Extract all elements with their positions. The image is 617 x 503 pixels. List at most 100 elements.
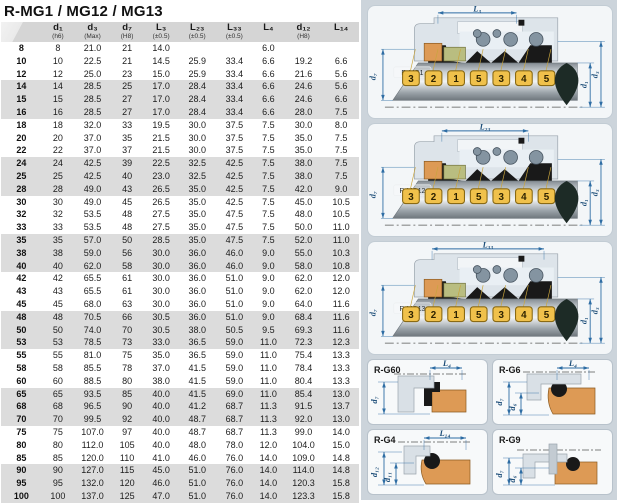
- value-cell: 41.0: [152, 452, 170, 463]
- value-cell: 17.0: [152, 106, 170, 117]
- arrow-head: [381, 167, 385, 173]
- dim-label-d7: d₇: [369, 309, 378, 316]
- value-cell: 33: [52, 222, 63, 233]
- dim-label-d1: d₁: [580, 199, 589, 206]
- column-header: L₂₃ (±0.5): [178, 22, 216, 42]
- value-cell: 25.9: [188, 55, 206, 66]
- row-size-cell: 95: [16, 478, 27, 489]
- value-cell: 58: [52, 362, 63, 373]
- row-size-cell: 68: [16, 401, 27, 412]
- value-cell: 42.0: [294, 183, 313, 194]
- row-size-cell: 80: [16, 439, 27, 450]
- seal-cross-section-r-mg1: R-MG13215345L₃d₇d₁d₃: [369, 6, 605, 108]
- row-size-cell: 12: [16, 68, 27, 79]
- value-cell: 109.0: [292, 452, 315, 463]
- arrow-head: [522, 129, 529, 133]
- value-cell: 38: [52, 247, 63, 258]
- value-cell: 7.5: [334, 132, 348, 143]
- row-size-cell: 18: [16, 119, 27, 130]
- spring-coil: [492, 265, 502, 274]
- badge-box: [424, 306, 443, 323]
- table-row: 45 45 68.0 63 30.0 36.0 51.0 9.0 64.0 11.6: [1, 298, 359, 311]
- badge-leader-line: [410, 285, 416, 307]
- value-cell: 35: [52, 234, 63, 245]
- value-cell: 7.5: [262, 145, 275, 156]
- row-size-cell: 20: [16, 132, 27, 143]
- row-size-cell: 38: [16, 247, 27, 258]
- value-cell: 40.0: [152, 439, 170, 450]
- table-row: 32 32 53.5 48 27.5 35.0 47.5 7.5 48.0 10.5: [1, 208, 359, 221]
- value-cell: 78.4: [294, 362, 313, 373]
- table-row: 20 20 37.0 35 21.5 30.0 37.5 7.5 35.0 7.5: [1, 132, 359, 145]
- dim-d7: [381, 285, 385, 337]
- value-cell: 33.4: [225, 94, 244, 105]
- value-cell: 51.0: [225, 273, 244, 284]
- part-number-badge: 5: [537, 188, 556, 205]
- value-cell: 90: [122, 401, 133, 412]
- value-cell: 65.5: [83, 286, 102, 297]
- primary-face: [443, 282, 466, 298]
- column-header: d₃ (Max): [74, 22, 111, 42]
- value-cell: 50: [122, 234, 133, 245]
- arrow-head: [588, 219, 592, 226]
- table-row: 14 14 28.5 25 17.0 28.4 33.4 6.6 24.6 5.6: [1, 80, 359, 94]
- badge-leader-line: [500, 285, 507, 307]
- value-cell: 42.5: [225, 170, 244, 181]
- badge-leader-line: [477, 285, 484, 307]
- part-number-badge: 2: [424, 70, 443, 87]
- value-cell: 35.0: [188, 222, 206, 233]
- value-cell: 40.0: [152, 388, 170, 399]
- value-cell: 35.0: [188, 196, 206, 207]
- value-cell: 70.5: [83, 311, 102, 322]
- value-cell: 58.0: [294, 260, 313, 271]
- part-number-badge: 5: [469, 188, 488, 205]
- badge-number: 1: [453, 310, 459, 321]
- value-cell: 30.0: [188, 119, 206, 130]
- value-cell: 48: [52, 311, 63, 322]
- dim-label-top: L₄: [442, 360, 451, 368]
- diagram-panel: R-MG13215345L₃d₇d₁d₃ R-MG123215345L₂₃d₇d…: [361, 0, 617, 500]
- value-cell: 7.5: [334, 145, 348, 156]
- value-cell: 15.8: [332, 490, 350, 501]
- arrow-head: [381, 94, 385, 101]
- value-cell: 36.0: [188, 286, 206, 297]
- arrow-head: [394, 463, 398, 469]
- value-cell: 21: [122, 55, 133, 66]
- badge-leader-line: [477, 167, 484, 189]
- dim-left-1: [507, 458, 511, 485]
- value-cell: 47.5: [225, 222, 244, 233]
- value-cell: 46.0: [188, 452, 206, 463]
- value-cell: 6.6: [334, 94, 348, 105]
- value-cell: 76.0: [225, 490, 244, 501]
- value-cell: 43: [122, 183, 133, 194]
- badge-leader-line: [432, 49, 439, 71]
- dim-label-left-1: d₇: [494, 470, 504, 477]
- row-size-cell: 50: [16, 324, 27, 335]
- value-cell: 14.5: [152, 55, 170, 66]
- part-number-badge: 3: [402, 188, 420, 205]
- value-cell: 22: [52, 145, 63, 156]
- value-cell: 33.0: [152, 337, 170, 348]
- value-cell: 40.0: [152, 426, 170, 437]
- value-cell: 26.5: [152, 196, 170, 207]
- value-cell: 33: [122, 119, 133, 130]
- value-cell: 30.0: [188, 132, 206, 143]
- value-cell: 60: [52, 375, 63, 386]
- value-cell: 120.3: [292, 478, 315, 489]
- table-body: 8 8 21.0 21 14.0 6.0 10 10 22.5 21 14.5 25.9 33.4 6.6…: [1, 42, 359, 503]
- part-number-badge: 1: [447, 70, 466, 87]
- badge-box: [402, 306, 420, 323]
- value-cell: 68.4: [294, 311, 313, 322]
- value-cell: 48.0: [188, 439, 206, 450]
- value-cell: 20: [52, 132, 63, 143]
- value-cell: 11.3: [259, 426, 277, 437]
- arrow-head: [381, 285, 385, 291]
- value-cell: 37.0: [83, 132, 102, 143]
- seat-model-label: R-G60: [374, 365, 401, 375]
- dim-label-top: L₁₄: [438, 430, 450, 438]
- value-cell: 24: [52, 158, 63, 169]
- value-cell: 49.0: [83, 183, 102, 194]
- column-header: d₁₂ (H8): [283, 22, 324, 42]
- value-cell: 36.0: [188, 311, 206, 322]
